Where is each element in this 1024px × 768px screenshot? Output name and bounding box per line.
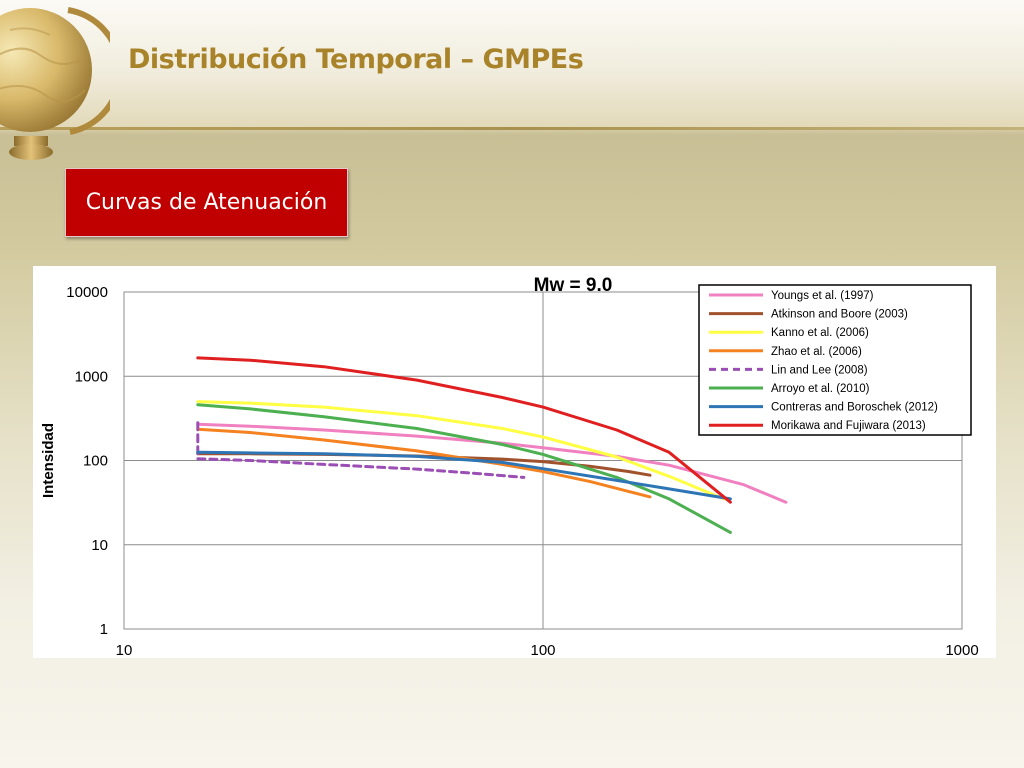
slide-title: Distribución Temporal – GMPEs [128,44,584,75]
series-line-6 [196,450,732,501]
header-divider [0,127,1024,130]
y-axis-title: Intensidad [40,423,57,498]
legend-label-4: Lin and Lee (2008) [771,364,868,376]
series-line-0 [196,422,788,504]
x-tick-label: 10 [116,642,133,658]
series-line-3 [196,427,652,499]
x-tick-label: 1000 [945,642,978,658]
y-tick-label: 10 [91,537,108,554]
legend-label-1: Atkinson and Boore (2003) [771,309,908,321]
legend-label-0: Youngs et al. (1997) [771,290,874,302]
y-tick-label: 10000 [66,284,108,301]
series-line-7 [196,356,732,504]
y-tick-label: 1000 [75,368,108,385]
subtitle-box: Curvas de Atenuación [65,168,348,237]
series-line-2 [196,400,726,501]
header-band [0,0,1024,128]
legend-box [698,284,972,436]
series-line-4 [196,421,526,479]
legend-label-7: Morikawa and Fujiwara (2013) [771,420,926,432]
y-tick-label: 1 [100,621,108,638]
x-tick-label: 100 [530,642,555,658]
chart-title: Mw = 9.0 [534,275,613,296]
y-tick-label: 100 [83,453,108,470]
legend-label-2: Kanno et al. (2006) [771,327,869,339]
legend-label-6: Contreras and Boroschek (2012) [771,402,938,414]
legend-label-3: Zhao et al. (2006) [771,346,862,358]
series-line-5 [196,403,732,534]
globe-icon [0,0,123,170]
legend-label-5: Arroyo et al. (2010) [771,383,870,395]
subtitle-label: Curvas de Atenuación [85,190,328,215]
